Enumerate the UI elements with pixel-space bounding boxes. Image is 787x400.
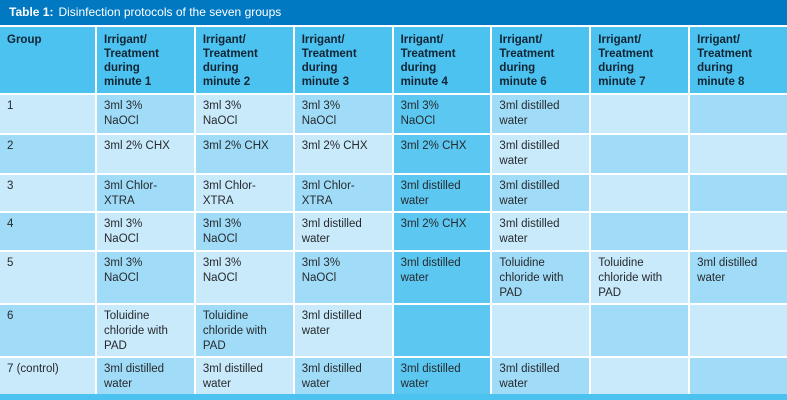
protocol-cell: 3ml distilled water	[97, 358, 194, 394]
protocol-cell	[690, 305, 787, 356]
protocol-cell: 3ml 3% NaOCl	[294, 95, 392, 133]
protocol-cell: 3ml 3% NaOCl	[97, 95, 194, 133]
group-cell: 6	[0, 305, 95, 356]
group-cell: 7 (control)	[0, 358, 95, 394]
column-header-group: Group	[0, 27, 95, 93]
protocol-cell	[591, 358, 689, 394]
protocol-cell	[690, 135, 787, 173]
table-title-bar: Table 1: Disinfection protocols of the se…	[0, 0, 787, 25]
protocol-cell: 3ml distilled water	[294, 305, 392, 356]
protocol-cell	[690, 358, 787, 394]
column-header-minute: Irrigant/ Treatment during minute 7	[591, 27, 689, 93]
protocol-cell: 3ml distilled water	[393, 358, 491, 394]
protocol-cell: 3ml 3% NaOCl	[97, 252, 194, 303]
protocol-cell	[492, 305, 590, 356]
protocol-cell: Toluidine chloride with PAD	[97, 305, 194, 356]
protocol-cell: 3ml 3% NaOCl	[393, 95, 491, 133]
column-header-minute: Irrigant/ Treatment during minute 4	[393, 27, 491, 93]
protocol-cell: 3ml distilled water	[492, 135, 590, 173]
protocol-cell: 3ml Chlor- XTRA	[195, 175, 293, 211]
protocol-cell: 3ml distilled water	[294, 213, 392, 250]
protocol-cell: 3ml Chlor- XTRA	[97, 175, 194, 211]
protocol-cell	[690, 213, 787, 250]
protocol-cell: 3ml distilled water	[492, 213, 590, 250]
protocol-cell: 3ml 2% CHX	[294, 135, 392, 173]
column-header-minute: Irrigant/ Treatment during minute 3	[294, 27, 392, 93]
protocol-cell: 3ml distilled water	[393, 175, 491, 211]
protocol-cell: Toluidine chloride with PAD	[591, 252, 689, 303]
protocol-cell: Toluidine chloride with PAD	[195, 305, 293, 356]
protocol-cell: 3ml 2% CHX	[393, 135, 491, 173]
column-header-minute: Irrigant/ Treatment during minute 2	[195, 27, 293, 93]
protocol-cell: 3ml 2% CHX	[195, 135, 293, 173]
protocol-cell: 3ml distilled water	[492, 175, 590, 211]
group-cell: 3	[0, 175, 95, 211]
protocol-cell: Toluidine chloride with PAD	[492, 252, 590, 303]
protocol-cell	[591, 305, 689, 356]
protocol-cell	[393, 305, 491, 356]
protocol-cell: 3ml distilled water	[294, 358, 392, 394]
protocol-cell: 3ml distilled water	[195, 358, 293, 394]
group-cell: 5	[0, 252, 95, 303]
table-bottom-strip	[0, 394, 787, 400]
protocol-cell: 3ml distilled water	[393, 252, 491, 303]
protocol-cell	[591, 175, 689, 211]
protocol-cell	[690, 95, 787, 133]
protocol-cell: 3ml 3% NaOCl	[97, 213, 194, 250]
group-cell: 2	[0, 135, 95, 173]
protocol-cell: 3ml 2% CHX	[97, 135, 194, 173]
protocol-cell: 3ml 3% NaOCl	[195, 213, 293, 250]
protocol-cell: 3ml distilled water	[492, 95, 590, 133]
protocol-cell: 3ml 3% NaOCl	[294, 252, 392, 303]
column-header-minute: Irrigant/ Treatment during minute 8	[690, 27, 787, 93]
table-title-label: Table 1:	[9, 5, 54, 19]
protocol-cell	[591, 213, 689, 250]
protocol-cell: 3ml Chlor- XTRA	[294, 175, 392, 211]
table-title-text: Disinfection protocols of the seven grou…	[58, 5, 282, 19]
protocol-cell: 3ml distilled water	[492, 358, 590, 394]
protocol-cell: 3ml distilled water	[690, 252, 787, 303]
protocol-cell	[591, 135, 689, 173]
protocol-cell: 3ml 3% NaOCl	[195, 252, 293, 303]
group-cell: 1	[0, 95, 95, 133]
group-cell: 4	[0, 213, 95, 250]
protocol-cell: 3ml 2% CHX	[393, 213, 491, 250]
column-header-minute: Irrigant/ Treatment during minute 6	[492, 27, 590, 93]
protocol-cell: 3ml 3% NaOCl	[195, 95, 293, 133]
protocol-cell	[690, 175, 787, 211]
protocol-cell	[591, 95, 689, 133]
table-grid: Group Irrigant/ Treatment during minute 1…	[0, 27, 787, 394]
column-header-minute: Irrigant/ Treatment during minute 1	[97, 27, 194, 93]
